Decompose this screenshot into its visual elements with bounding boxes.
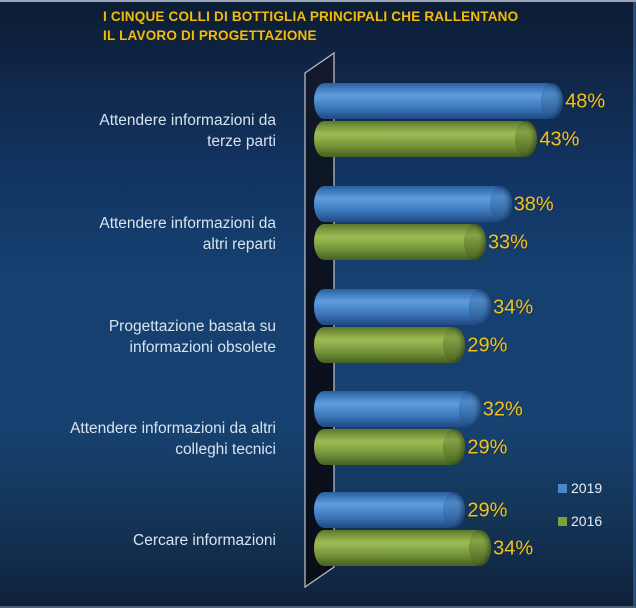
bar-group-terze-parti: Attendere informazioni da terze parti 48… [0, 83, 636, 157]
legend-label-2016: 2016 [571, 513, 603, 529]
bar-2016: 29% [314, 327, 507, 363]
bar-2019: 34% [314, 289, 533, 325]
bar-group-informazioni-obsolete: Progettazione basata su informazioni obs… [0, 289, 636, 363]
chart-title: I CINQUE COLLI DI BOTTIGLIA PRINCIPALI C… [103, 9, 519, 43]
bar-value-label: 29% [467, 436, 508, 459]
top-border-line [0, 0, 636, 2]
bar-value-label: 34% [493, 537, 534, 560]
bottom-border-line [0, 606, 636, 608]
bar-value-label: 38% [513, 193, 554, 216]
legend-label-2019: 2019 [571, 480, 603, 496]
bar-2019: 29% [314, 492, 507, 528]
legend-swatch-2019-icon [558, 483, 567, 493]
bar-2016: 34% [314, 530, 533, 566]
bar-2016: 29% [314, 429, 507, 465]
right-border-line [633, 2, 636, 606]
bar-value-label: 29% [467, 499, 508, 522]
category-label: Attendere informazioni da terze parti [99, 112, 276, 150]
bar-value-label: 29% [467, 334, 508, 357]
bar-value-label: 48% [565, 90, 606, 113]
category-label: Attendere informazioni da altri reparti [99, 215, 276, 253]
legend-swatch-2016-icon [558, 516, 567, 526]
bar-2019: 48% [314, 83, 605, 119]
legend-item-2016: 2016 [558, 513, 602, 529]
category-label: Attendere informazioni da altri colleghi… [70, 420, 276, 458]
bar-value-label: 43% [539, 128, 580, 151]
bar-value-label: 34% [493, 296, 534, 319]
bar-value-label: 33% [487, 231, 528, 254]
category-label: Progettazione basata su informazioni obs… [108, 318, 276, 356]
bar-value-label: 32% [482, 398, 523, 421]
bar-2019: 32% [314, 391, 523, 427]
category-label: Cercare informazioni [133, 531, 276, 549]
legend-item-2019: 2019 [558, 480, 602, 496]
bar-group-colleghi-tecnici: Attendere informazioni da altri colleghi… [0, 391, 636, 465]
bar-2016: 33% [314, 224, 528, 260]
bar-group-cercare-informazioni: Cercare informazioni 29% 34% [0, 492, 636, 566]
bar-2019: 38% [314, 186, 554, 222]
bar-group-altri-reparti: Attendere informazioni da altri reparti … [0, 186, 636, 260]
bar-2016: 43% [314, 121, 579, 157]
legend: 2019 2016 [558, 480, 602, 546]
